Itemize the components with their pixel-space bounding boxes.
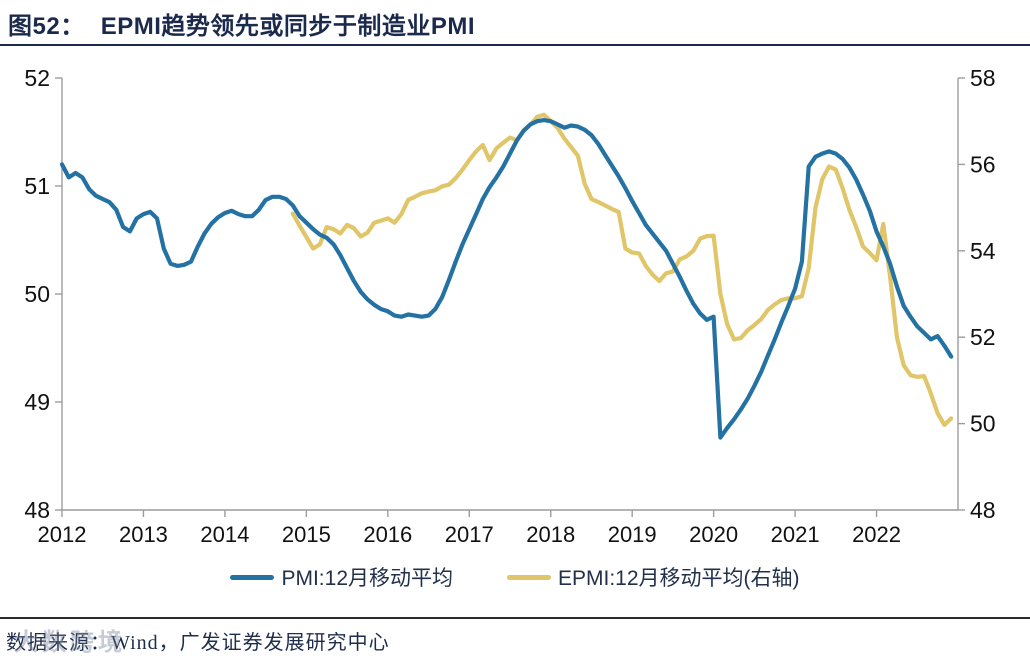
x-tick-label: 2021	[771, 522, 820, 547]
figure-title: EPMI趋势领先或同步于制造业PMI	[100, 13, 476, 40]
y-right-tick-label: 50	[970, 411, 996, 437]
x-tick-label: 2019	[608, 522, 657, 547]
legend-item-epmi: EPMI:12月移动平均(右轴)	[507, 562, 800, 592]
y-left-tick-label: 51	[24, 173, 50, 199]
pmi-legend-label: PMI:12月移动平均	[281, 567, 453, 590]
y-right-tick-label: 56	[970, 151, 996, 177]
y-right-tick-label: 52	[970, 324, 996, 350]
pmi-line-swatch	[230, 574, 275, 580]
x-tick-label: 2016	[363, 522, 412, 547]
epmi-line-swatch	[507, 574, 551, 580]
x-tick-label: 2018	[526, 522, 575, 547]
y-left-tick-label: 52	[24, 65, 50, 91]
caption-underline	[0, 44, 1030, 46]
y-right-tick-label: 54	[970, 238, 996, 264]
x-tick-label: 2015	[282, 522, 331, 547]
y-left-tick-label: 48	[24, 497, 50, 523]
source-note: 数据来源：Wind，广发证券发展研究中心	[6, 632, 390, 654]
x-tick-label: 2017	[445, 522, 494, 547]
legend-item-pmi: PMI:12月移动平均	[230, 562, 453, 592]
chart-legend: PMI:12月移动平均 EPMI:12月移动平均(右轴)	[0, 562, 1030, 592]
x-tick-label: 2014	[200, 522, 249, 547]
y-right-tick-label: 58	[970, 65, 996, 91]
x-tick-label: 2020	[689, 522, 738, 547]
figure-number: 图52：	[8, 13, 85, 40]
y-right-tick-label: 48	[970, 497, 996, 523]
x-tick-label: 2013	[119, 522, 168, 547]
pmi-series-line	[59, 117, 954, 440]
figure-caption: 图52： EPMI趋势领先或同步于制造业PMI	[8, 6, 475, 41]
epmi-legend-label: EPMI:12月移动平均(右轴)	[558, 567, 800, 590]
epmi-series-line	[290, 112, 954, 427]
x-tick-label: 2012	[38, 522, 87, 547]
x-tick-label: 2022	[852, 522, 901, 547]
y-left-tick-label: 49	[24, 389, 50, 415]
y-left-tick-label: 50	[24, 281, 50, 307]
footer-divider	[0, 617, 1030, 619]
